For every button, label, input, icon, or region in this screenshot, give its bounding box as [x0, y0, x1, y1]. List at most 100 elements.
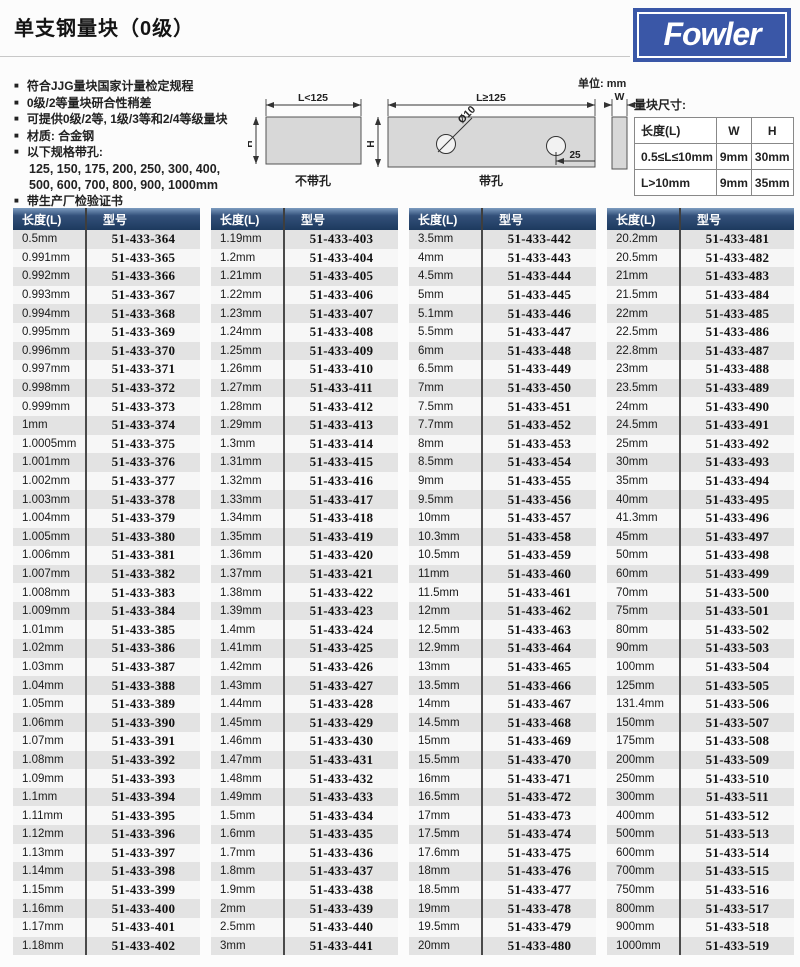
table-row: 35mm 51-433-494 — [607, 471, 794, 491]
table-row: 0.999mm 51-433-373 — [13, 397, 200, 416]
length-cell: 22.5mm — [616, 326, 658, 339]
table-row: 1.0005mm 51-433-375 — [13, 434, 200, 454]
length-cell: 1.4mm — [220, 623, 256, 636]
model-cell: 51-433-405 — [283, 267, 398, 286]
table-row: 1.18mm 51-433-402 — [13, 936, 200, 956]
table-row: 10.5mm 51-433-459 — [409, 546, 596, 565]
model-cell: 51-433-397 — [85, 843, 200, 863]
feature-text: 带生产厂检验证书 — [26, 194, 123, 209]
model-cell: 51-433-519 — [679, 936, 794, 956]
length-cell: 1.16mm — [22, 902, 64, 915]
table-row: 1.49mm 51-433-433 — [211, 787, 398, 807]
feature-list: ■ 符合JJG量块国家计量检定规程 ■ 0级/2等量块研合性稍差 ■ 可提供0级/2等… — [14, 78, 264, 210]
length-cell: 1mm — [22, 419, 48, 432]
table-row: 1.001mm 51-433-376 — [13, 453, 200, 472]
size-table-title: 量块尺寸: — [634, 98, 686, 112]
table-row: 1.006mm 51-433-381 — [13, 546, 200, 565]
table-row: 23mm 51-433-488 — [607, 360, 794, 379]
model-cell: 51-433-399 — [85, 880, 200, 900]
length-cell: 75mm — [616, 605, 648, 618]
col-header-model: 型号 — [283, 208, 398, 230]
model-cell: 51-433-419 — [283, 527, 398, 547]
length-cell: 18mm — [418, 865, 450, 878]
length-cell: 17.6mm — [418, 846, 460, 859]
feature-text: 材质: 合金钢 — [26, 128, 95, 143]
side-width-dim: W — [615, 91, 625, 103]
length-cell: 12.5mm — [418, 623, 460, 636]
length-cell: 1.02mm — [22, 642, 64, 655]
model-cell: 51-433-426 — [283, 657, 398, 677]
model-cell: 51-433-499 — [679, 564, 794, 584]
table-row: 2.5mm 51-433-440 — [211, 917, 398, 937]
length-cell: 1.32mm — [220, 475, 262, 488]
model-cell: 51-433-444 — [481, 267, 596, 286]
length-cell: 22mm — [616, 307, 648, 320]
table-row: 1.48mm 51-433-432 — [211, 769, 398, 788]
product-table-2: 长度(L) 型号 1.19mm 51-433-403 1.2mm 51-433-404 1.… — [211, 208, 398, 956]
size-cell-h: 30mm — [750, 143, 794, 170]
table-row: 1.36mm 51-433-420 — [211, 546, 398, 565]
table-row: 1.26mm 51-433-410 — [211, 360, 398, 379]
model-cell: 51-433-494 — [679, 471, 794, 491]
table-row: 1.002mm 51-433-377 — [13, 471, 200, 491]
model-cell: 51-433-513 — [679, 825, 794, 844]
length-cell: 1.34mm — [220, 512, 262, 525]
table-row: 1.34mm 51-433-418 — [211, 508, 398, 528]
model-cell: 51-433-501 — [679, 601, 794, 621]
length-cell: 20.2mm — [616, 233, 658, 246]
model-cell: 51-433-454 — [481, 453, 596, 472]
model-cell: 51-433-484 — [679, 285, 794, 305]
length-cell: 9mm — [418, 475, 444, 488]
table-row: 1.22mm 51-433-406 — [211, 285, 398, 305]
table-header-row: 长度(L) 型号 — [211, 208, 398, 230]
size-col-w: W — [715, 117, 752, 144]
length-cell: 3mm — [220, 939, 246, 952]
length-cell: 23mm — [616, 363, 648, 376]
table-row: 1.06mm 51-433-390 — [13, 713, 200, 733]
table-row: 50mm 51-433-498 — [607, 546, 794, 565]
length-cell: 175mm — [616, 735, 655, 748]
model-cell: 51-433-450 — [481, 378, 596, 398]
model-cell: 51-433-453 — [481, 434, 596, 454]
model-cell: 51-433-497 — [679, 527, 794, 547]
header-divider — [0, 56, 630, 57]
model-cell: 51-433-391 — [85, 732, 200, 751]
model-cell: 51-433-509 — [679, 750, 794, 770]
table-row: 14.5mm 51-433-468 — [409, 713, 596, 733]
length-cell: 1.04mm — [22, 679, 64, 692]
length-cell: 1.24mm — [220, 326, 262, 339]
table-row: 1.03mm 51-433-387 — [13, 657, 200, 677]
length-cell: 8mm — [418, 437, 444, 450]
length-cell: 1.007mm — [22, 567, 70, 580]
table-row: 1.05mm 51-433-389 — [13, 694, 200, 714]
length-cell: 1.8mm — [220, 865, 256, 878]
length-cell: 1.1mm — [22, 791, 58, 804]
model-cell: 51-433-395 — [85, 806, 200, 825]
length-cell: 1.23mm — [220, 307, 262, 320]
table-header-row: 长度(L) 型号 — [13, 208, 200, 230]
table-row: 1.46mm 51-433-430 — [211, 732, 398, 751]
table-row: 1.42mm 51-433-426 — [211, 657, 398, 677]
feature-text: 可提供0级/2等, 1级/3等和2/4等级量块 — [26, 112, 228, 127]
table-row: 1.08mm 51-433-392 — [13, 750, 200, 770]
table-row: 200mm 51-433-509 — [607, 750, 794, 770]
table-row: 90mm 51-433-503 — [607, 639, 794, 658]
table-row: 20.5mm 51-433-482 — [607, 248, 794, 268]
length-cell: 1.17mm — [22, 921, 64, 934]
length-cell: 1.29mm — [220, 419, 262, 432]
model-cell: 51-433-422 — [283, 583, 398, 602]
model-cell: 51-433-479 — [481, 917, 596, 937]
length-cell: 22.8mm — [616, 344, 658, 357]
length-cell: 0.993mm — [22, 289, 70, 302]
length-cell: 600mm — [616, 846, 655, 859]
model-cell: 51-433-441 — [283, 936, 398, 956]
length-cell: 250mm — [616, 772, 655, 785]
length-cell: 150mm — [616, 716, 655, 729]
table-row: 19mm 51-433-478 — [409, 899, 596, 918]
length-cell: 14mm — [418, 698, 450, 711]
table-row: 0.998mm 51-433-372 — [13, 378, 200, 398]
model-cell: 51-433-435 — [283, 825, 398, 844]
model-cell: 51-433-490 — [679, 397, 794, 416]
feature-item: ■ 符合JJG量块国家计量检定规程 — [14, 78, 264, 95]
length-cell: 1.11mm — [22, 809, 63, 822]
